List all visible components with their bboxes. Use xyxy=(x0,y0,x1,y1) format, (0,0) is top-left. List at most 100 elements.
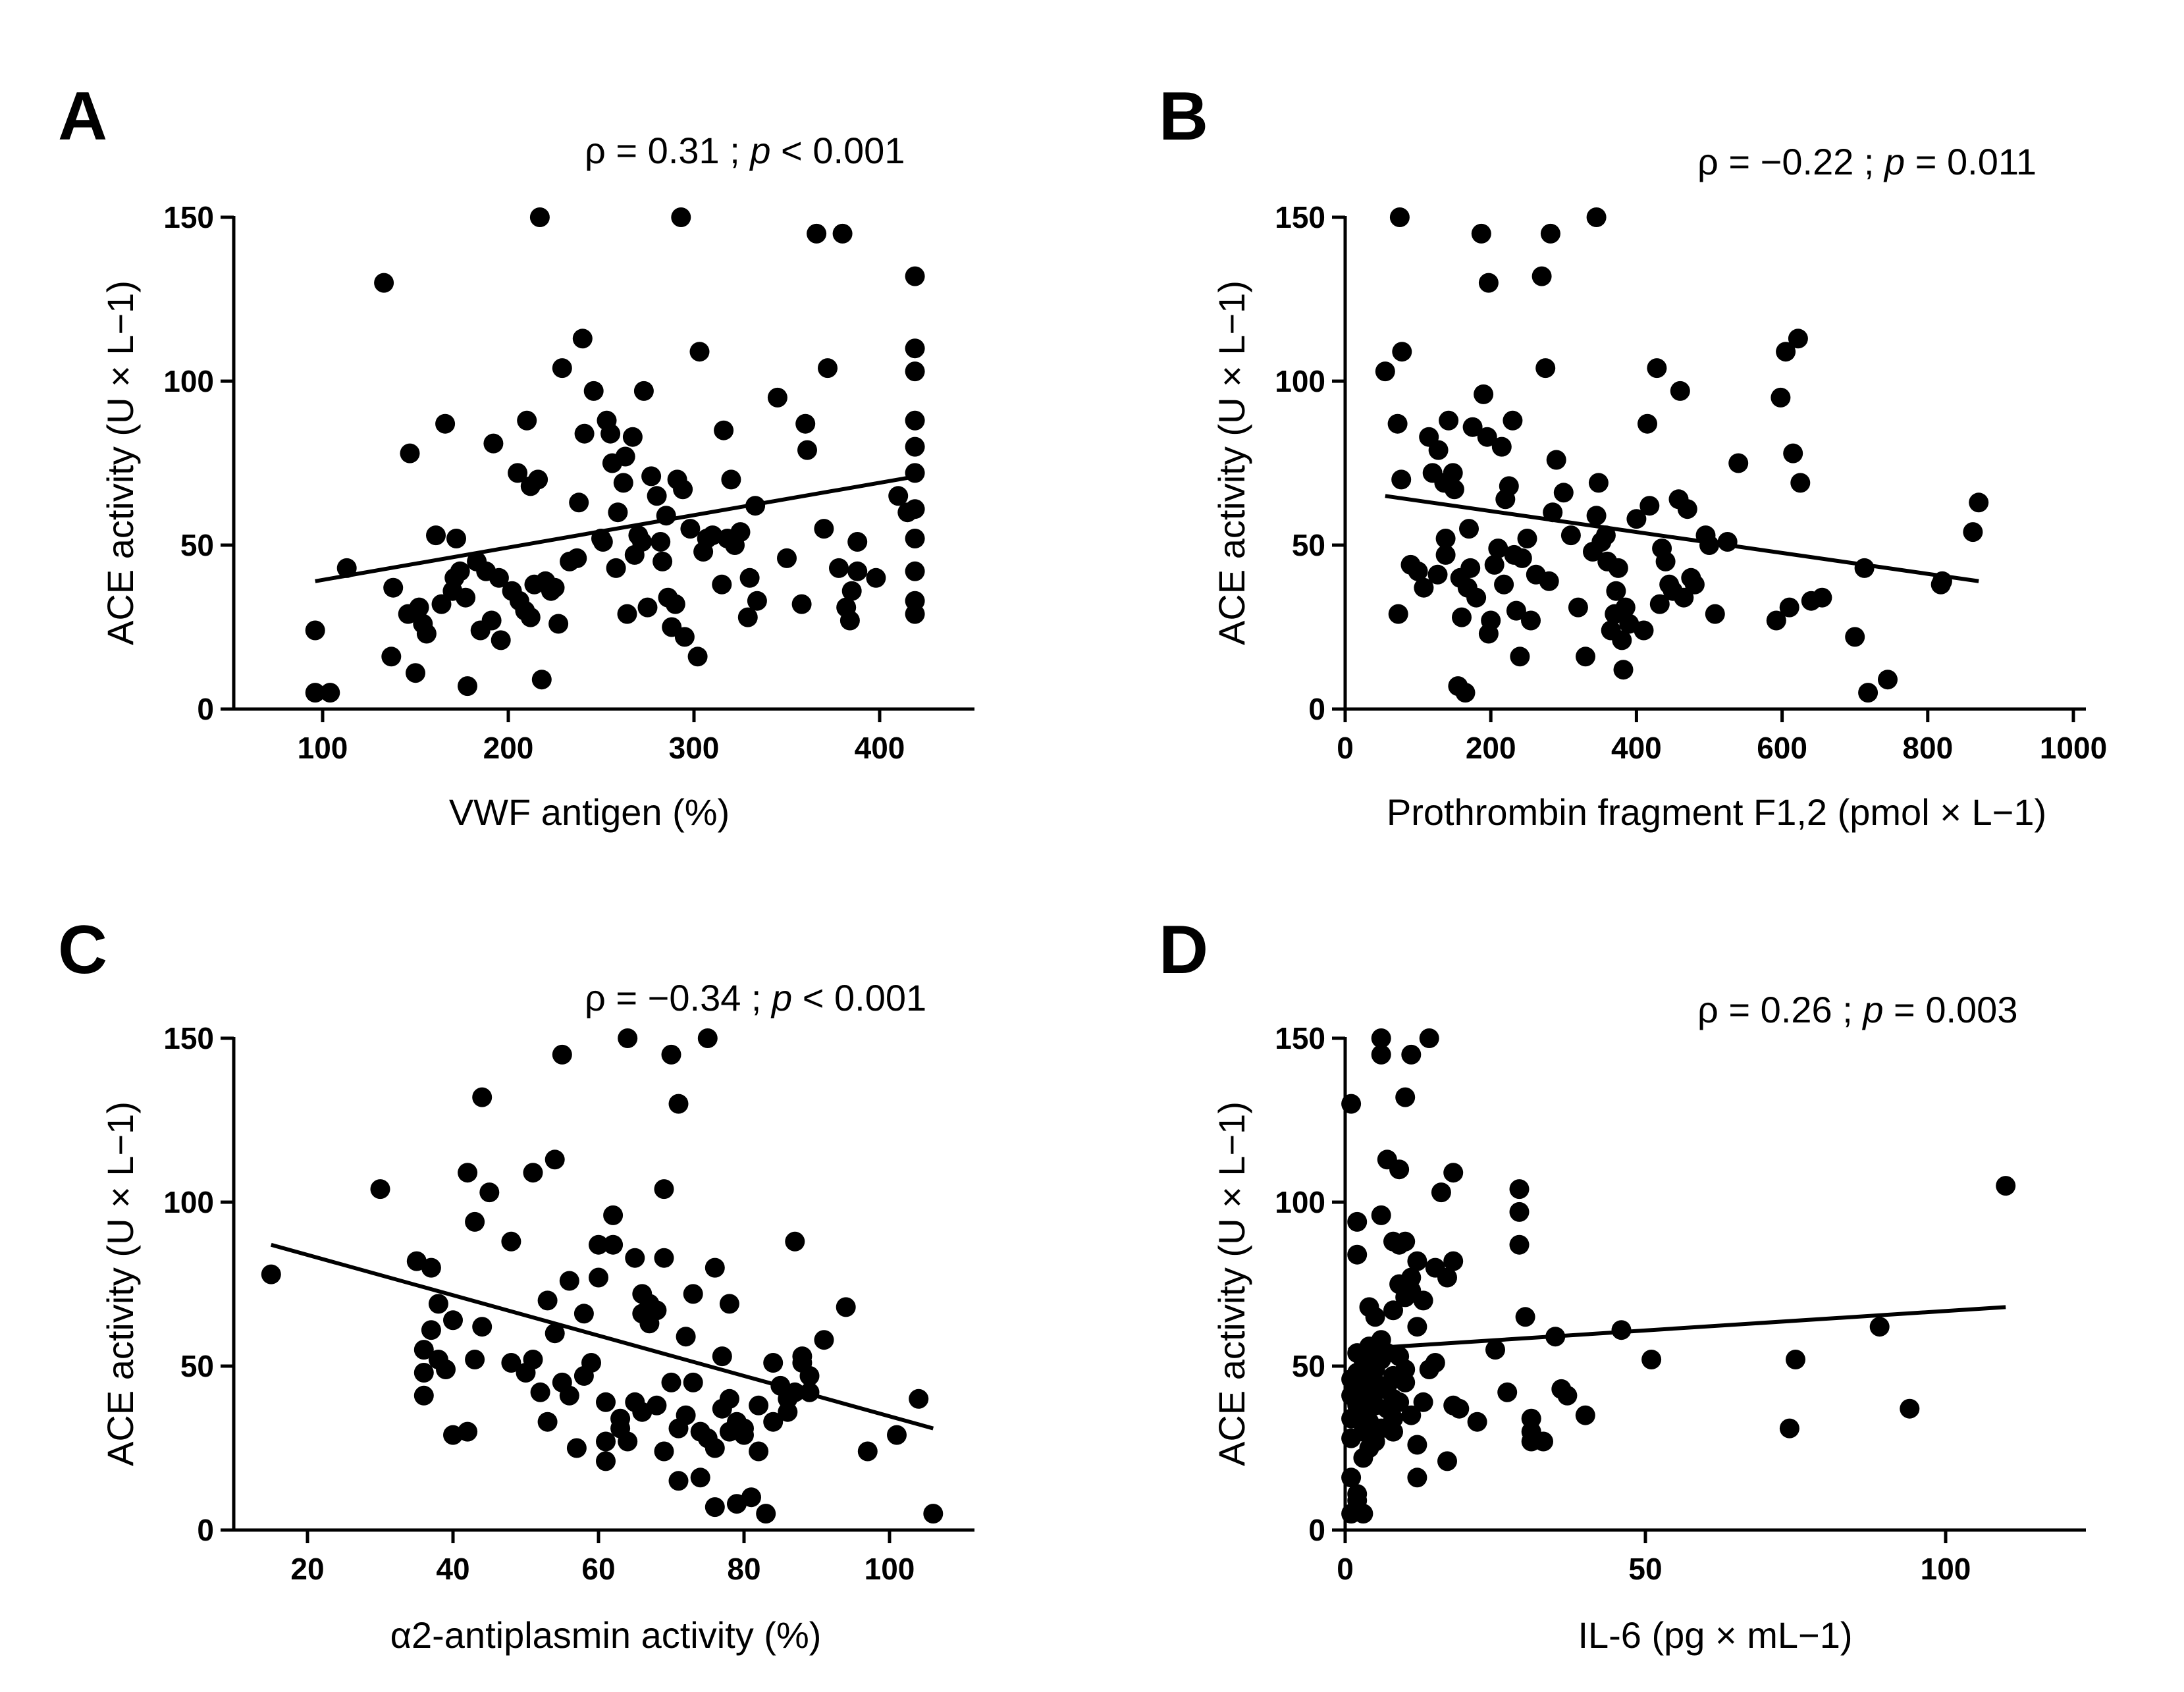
scatter-point xyxy=(1509,1202,1530,1222)
scatter-point xyxy=(1435,544,1456,565)
scatter-point xyxy=(687,647,708,667)
scatter-point xyxy=(1401,1405,1422,1425)
x-tick-label: 600 xyxy=(1757,731,1807,765)
scatter-point xyxy=(676,1405,696,1425)
scatter-point xyxy=(1634,620,1654,641)
scatter-point xyxy=(573,1304,594,1324)
panel-a: A ρ = 0.31 ; p < 0.001 VWF antigen (%) A… xyxy=(58,78,974,833)
scatter-point xyxy=(1969,492,1989,513)
scatter-point xyxy=(596,1392,616,1412)
scatter-point xyxy=(1444,479,1464,500)
scatter-point xyxy=(1878,670,1898,690)
scatter-point xyxy=(705,1257,725,1278)
scatter-point xyxy=(673,479,693,500)
scatter-point xyxy=(1485,1340,1505,1360)
scatter-point xyxy=(1506,600,1526,621)
scatter-point xyxy=(305,620,325,641)
scatter-point xyxy=(721,469,741,490)
scatter-point xyxy=(1427,564,1448,585)
scatter-point xyxy=(1649,594,1670,614)
scatter-point xyxy=(545,1323,565,1344)
scatter-point xyxy=(905,499,925,519)
scatter-point xyxy=(416,623,437,644)
scatter-point xyxy=(1606,581,1626,601)
scatter-point xyxy=(1491,436,1512,457)
y-axis-label: ACE activity (U × L−1) xyxy=(1211,1101,1252,1466)
scatter-point xyxy=(651,532,671,552)
scatter-point xyxy=(909,1388,929,1409)
scatter-point xyxy=(1615,597,1636,618)
x-axis-label: Prothrombin fragment F1,2 (pmol × L−1) xyxy=(1387,791,2046,833)
scatter-point xyxy=(583,381,604,401)
scatter-point xyxy=(674,627,695,647)
scatter-point xyxy=(426,525,446,546)
scatter-point xyxy=(1452,607,1472,627)
scatter-point xyxy=(413,1363,434,1383)
scatter-point xyxy=(1535,358,1556,379)
scatter-point xyxy=(528,469,548,490)
scatter-point xyxy=(1963,522,1983,542)
scatter-point xyxy=(1413,1392,1433,1412)
scatter-point xyxy=(572,329,593,349)
scatter-point xyxy=(1401,1044,1422,1065)
scatter-point xyxy=(1900,1398,1920,1419)
scatter-point xyxy=(545,1150,565,1170)
scatter-point xyxy=(1383,1408,1403,1429)
scatter-point xyxy=(1459,519,1479,539)
scatter-point xyxy=(1576,647,1595,667)
scatter-point xyxy=(1539,571,1559,591)
scatter-point xyxy=(406,663,425,683)
scatter-point xyxy=(734,1425,754,1445)
panel-letter: B xyxy=(1159,78,1208,155)
scatter-point xyxy=(749,1395,769,1415)
scatter-point xyxy=(435,413,456,434)
scatter-point xyxy=(1477,427,1497,447)
scatter-point xyxy=(712,574,732,595)
panel-c: C ρ = −0.34 ; p < 0.001 α2-antiplasmin a… xyxy=(58,912,974,1656)
scatter-point xyxy=(1413,1290,1433,1311)
scatter-point xyxy=(689,342,710,362)
scatter-point xyxy=(814,1330,834,1350)
scatter-point xyxy=(697,1028,718,1048)
scatter-point xyxy=(600,423,621,444)
scatter-point xyxy=(1395,1231,1416,1252)
scatter-point xyxy=(680,519,701,539)
scatter-point xyxy=(320,683,340,703)
y-tick-label: 0 xyxy=(1308,692,1325,726)
scatter-point xyxy=(737,607,758,627)
scatter-point xyxy=(443,1310,463,1331)
scatter-point xyxy=(905,338,925,359)
scatter-point xyxy=(1467,1412,1487,1432)
x-tick-label: 200 xyxy=(483,731,534,765)
y-tick-label: 50 xyxy=(1292,1349,1325,1383)
scatter-point xyxy=(374,273,394,293)
x-tick-label: 100 xyxy=(865,1552,915,1586)
x-tick-label: 400 xyxy=(855,731,905,765)
y-tick-label: 50 xyxy=(180,1349,214,1383)
scatter-point xyxy=(857,1441,878,1462)
scatter-point xyxy=(409,597,429,618)
panel-b: B ρ = −0.22 ; p = 0.011 Prothrombin frag… xyxy=(1159,78,2107,833)
scatter-point xyxy=(847,532,868,552)
scatter-point xyxy=(1521,610,1541,631)
scatter-point xyxy=(683,1284,703,1304)
scatter-point xyxy=(703,525,723,546)
scatter-point xyxy=(1443,1163,1464,1183)
scatter-point xyxy=(606,558,626,578)
y-tick-label: 0 xyxy=(1308,1513,1325,1547)
scatter-point xyxy=(888,486,909,506)
scatter-point xyxy=(458,676,477,697)
scatter-point xyxy=(1389,207,1410,227)
scatter-point xyxy=(456,587,476,608)
scatter-point xyxy=(1389,1159,1410,1180)
scatter-point xyxy=(1626,509,1647,529)
scatter-point xyxy=(1512,548,1532,568)
scatter-point xyxy=(661,1372,681,1392)
scatter-point xyxy=(905,561,925,581)
scatter-point xyxy=(1517,529,1537,548)
scatter-point xyxy=(1586,207,1607,227)
scatter-point xyxy=(1391,469,1412,490)
y-tick-label: 0 xyxy=(197,1513,214,1547)
scatter-point xyxy=(1586,506,1607,526)
scatter-point xyxy=(647,486,667,506)
